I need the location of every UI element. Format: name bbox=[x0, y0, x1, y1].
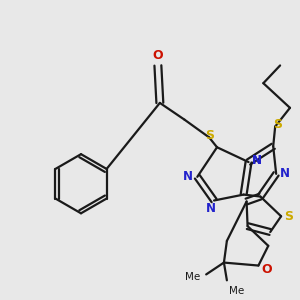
Text: O: O bbox=[261, 263, 272, 276]
Text: N: N bbox=[251, 154, 261, 166]
Text: Me: Me bbox=[185, 272, 200, 282]
Text: O: O bbox=[153, 49, 163, 62]
Text: S: S bbox=[206, 129, 214, 142]
Text: N: N bbox=[280, 167, 290, 180]
Text: N: N bbox=[251, 154, 261, 166]
Text: N: N bbox=[182, 170, 193, 183]
Text: N: N bbox=[206, 202, 216, 215]
Text: S: S bbox=[273, 118, 282, 131]
Text: Me: Me bbox=[229, 286, 244, 296]
Text: S: S bbox=[284, 210, 293, 223]
